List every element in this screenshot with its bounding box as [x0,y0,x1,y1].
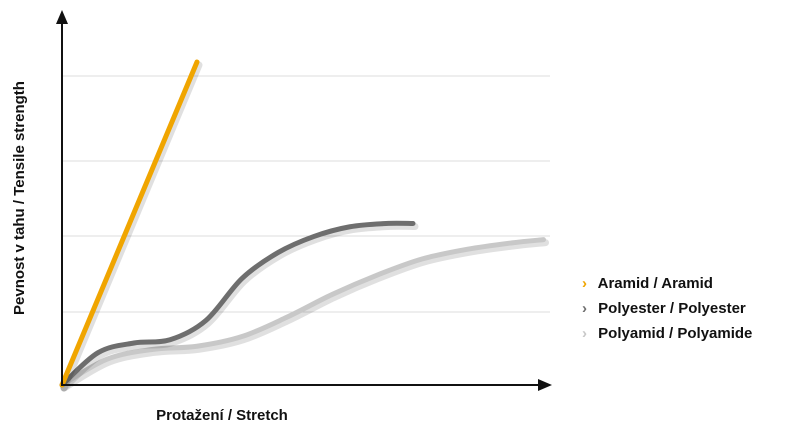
gridlines [62,75,550,313]
legend-label: Aramid / Aramid [597,275,713,292]
chevron-right-icon: › [582,275,587,292]
chevron-right-icon: › [582,300,587,317]
chevron-right-icon: › [582,325,587,342]
legend: › Aramid / Aramid › Polyester / Polyeste… [582,271,752,346]
series-shadow [60,222,419,392]
x-axis-arrow [538,379,552,391]
series-shadow [60,61,203,392]
axes [56,10,552,391]
legend-label: Polyester / Polyester [598,300,746,317]
legend-item-polyamid: › Polyamid / Polyamide [582,321,752,346]
legend-item-aramid: › Aramid / Aramid [582,271,752,296]
series-shadow [60,239,549,392]
legend-label: Polyamid / Polyamide [598,325,753,342]
series-lines [59,59,549,392]
series-line-polyamid [59,237,546,388]
series-line-polyester [59,220,416,388]
series-line-aramid [59,59,200,388]
legend-item-polyester: › Polyester / Polyester [582,296,752,321]
y-axis-arrow [56,10,68,24]
y-axis-title: Pevnost v tahu / Tensile strength [11,81,28,315]
x-axis-title: Protažení / Stretch [156,407,288,424]
